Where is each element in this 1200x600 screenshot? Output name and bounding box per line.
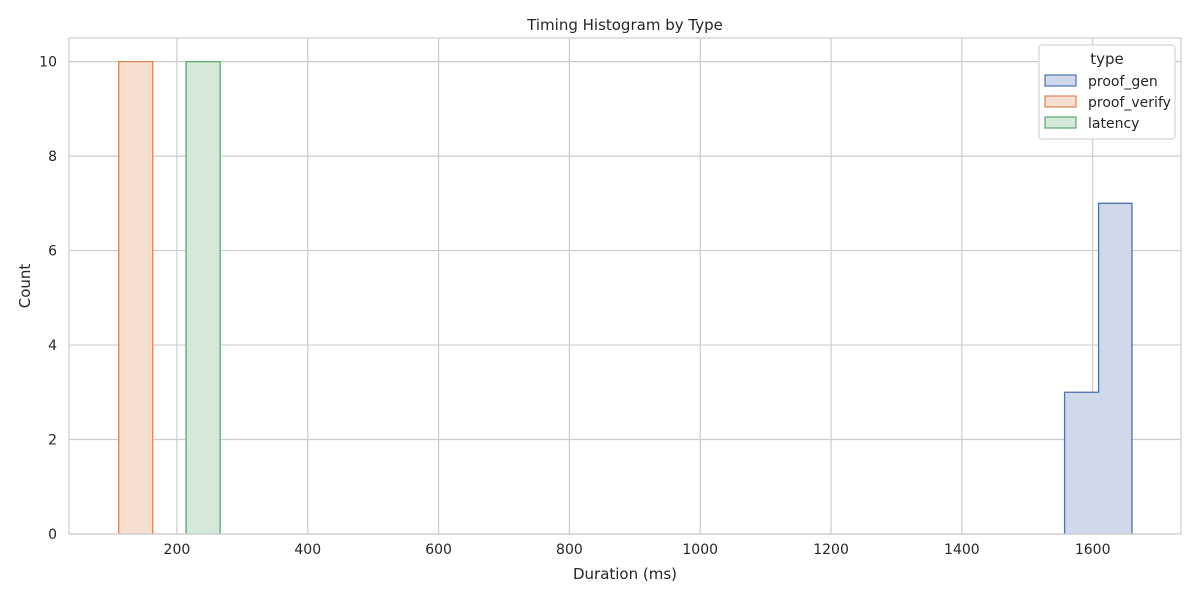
x-tick-label: 1200 [813, 542, 849, 558]
x-tick-label: 1400 [944, 542, 980, 558]
x-tick-label: 1600 [1075, 542, 1111, 558]
x-tick-label: 1000 [682, 542, 718, 558]
y-axis-ticks: 0 2 4 6 8 10 [39, 55, 57, 543]
bar-proof-gen [1064, 392, 1099, 534]
y-axis-label: Count [16, 264, 34, 309]
outline-latency [185, 60, 221, 534]
y-tick-label: 4 [48, 338, 57, 354]
legend-swatch-proof-gen [1044, 74, 1077, 87]
legend-title: type [1090, 50, 1124, 68]
y-tick-label: 0 [48, 527, 57, 543]
legend-box [1038, 44, 1176, 140]
y-tick-label: 2 [48, 433, 57, 449]
chart-title: Timing Histogram by Type [526, 16, 723, 34]
histogram-bars [118, 60, 1133, 535]
y-tick-label: 10 [39, 55, 57, 71]
x-axis-label: Duration (ms) [573, 565, 677, 583]
legend-label-latency: latency [1088, 116, 1139, 132]
bar-latency [186, 61, 221, 534]
x-tick-label: 600 [425, 542, 452, 558]
outline-proof-gen [1063, 202, 1133, 534]
legend-swatch-proof-verify [1044, 95, 1077, 108]
grid-lines [69, 38, 1181, 535]
legend-label-proof-verify: proof_verify [1088, 95, 1171, 111]
plot-frame [68, 37, 1182, 535]
x-tick-label: 200 [164, 542, 191, 558]
y-tick-label: 6 [48, 244, 57, 260]
bar-proof-verify [118, 61, 153, 534]
x-axis-ticks: 200 400 600 800 1000 1200 1400 1600 [164, 542, 1111, 558]
x-tick-label: 400 [294, 542, 321, 558]
outline-proof-verify [118, 60, 154, 534]
legend-label-proof-gen: proof_gen [1088, 74, 1158, 90]
legend-swatch-latency [1044, 116, 1077, 129]
y-tick-label: 8 [48, 149, 57, 165]
bar-proof-gen [1098, 203, 1132, 535]
x-tick-label: 800 [556, 542, 583, 558]
